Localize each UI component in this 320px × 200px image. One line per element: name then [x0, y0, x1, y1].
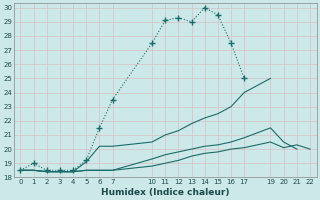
X-axis label: Humidex (Indice chaleur): Humidex (Indice chaleur): [101, 188, 229, 197]
